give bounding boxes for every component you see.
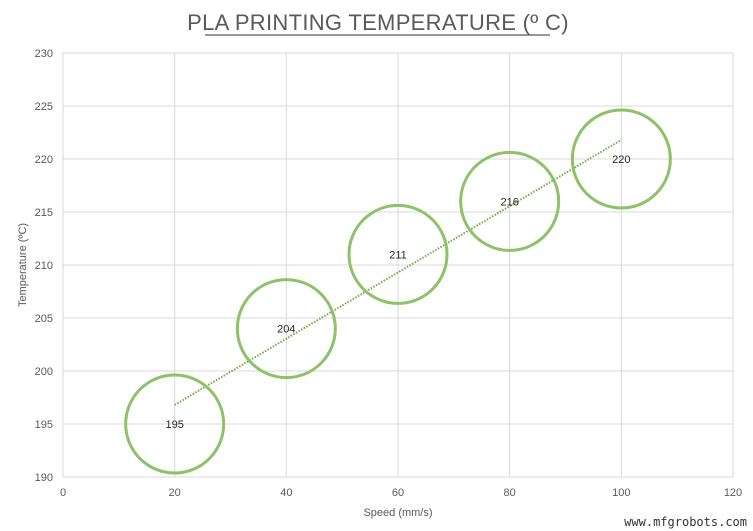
x-tick-label: 40: [280, 487, 292, 499]
x-axis-label: Speed (mm/s): [363, 507, 432, 519]
y-tick-label: 190: [35, 472, 53, 484]
x-tick-label: 60: [392, 487, 404, 499]
data-label: 216: [500, 196, 518, 208]
trendline-group: [174, 139, 622, 406]
y-tick-label: 210: [35, 260, 53, 272]
y-tick-label: 195: [35, 419, 53, 431]
data-point-marker: [235, 278, 337, 380]
watermark: www.mfgrobots.com: [624, 515, 747, 529]
data-point-marker: [570, 108, 672, 210]
data-point-marker: [459, 150, 561, 252]
data-label: 211: [389, 249, 407, 261]
y-tick-label: 230: [35, 48, 53, 60]
y-tick-label: 215: [35, 207, 53, 219]
x-axis-ticks: 0 20 40 60 80 100 120: [60, 487, 742, 499]
chart-title: PLA PRINTING TEMPERATURE (º C): [187, 10, 569, 35]
y-tick-label: 220: [35, 154, 53, 166]
data-point-marker: [124, 373, 226, 475]
y-tick-label: 225: [35, 101, 53, 113]
x-tick-label: 20: [169, 487, 181, 499]
x-tick-label: 100: [612, 487, 630, 499]
x-tick-label: 0: [60, 487, 66, 499]
data-label: 195: [165, 419, 183, 431]
data-labels: 195 204 211 216 220: [165, 154, 630, 431]
data-label: 220: [612, 154, 630, 166]
data-point-marker: [347, 203, 449, 305]
gridlines: [62, 52, 734, 478]
trendline: [174, 139, 622, 406]
y-tick-label: 205: [35, 313, 53, 325]
y-axis-label: Temperature (ºC): [17, 223, 29, 307]
y-tick-label: 200: [35, 366, 53, 378]
x-tick-label: 80: [504, 487, 516, 499]
data-points: [124, 108, 672, 475]
x-tick-label: 120: [724, 487, 742, 499]
y-axis-ticks: 190 195 200 205 210 215 220 225 230: [35, 48, 53, 484]
data-label: 204: [277, 324, 295, 336]
